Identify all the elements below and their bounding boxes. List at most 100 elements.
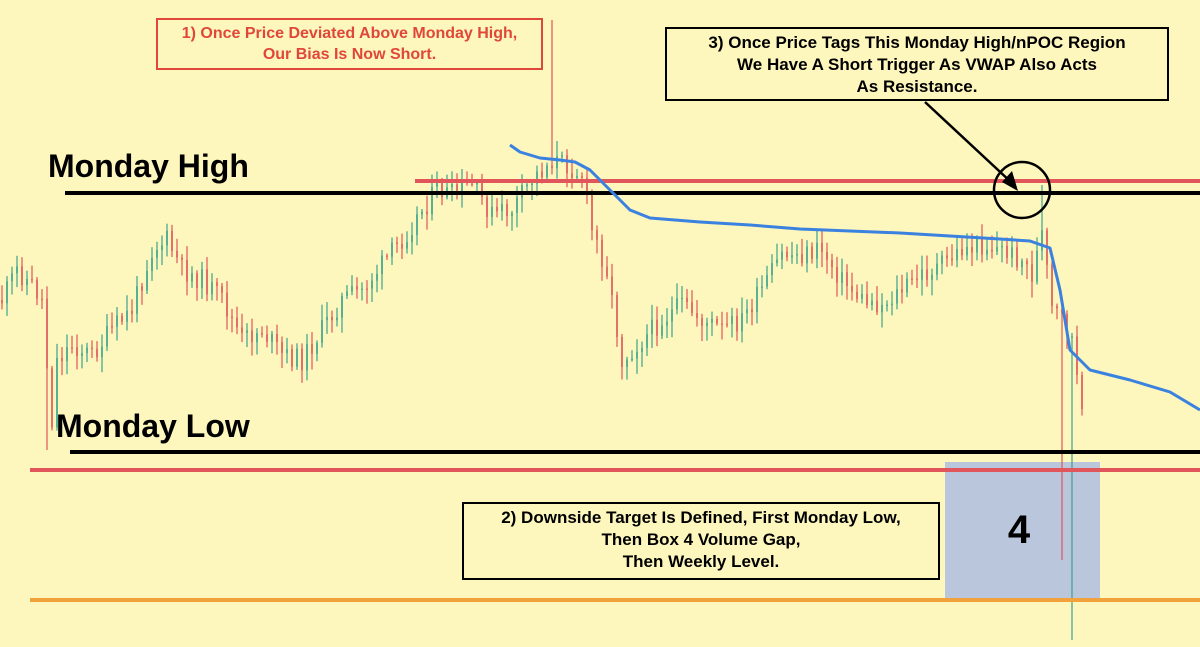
candle-body [411,235,413,243]
candle-body [911,278,913,281]
candle-body [136,286,138,314]
candle-body [786,251,788,258]
candle-body [451,184,453,188]
candle-body [686,297,688,303]
annotation-2-downside-target: 2) Downside Target Is Defined, First Mon… [462,502,940,580]
candle-body [1031,264,1033,282]
candle-body [31,278,33,281]
candle-body [556,156,558,169]
candle-body [596,230,598,240]
candle-body [331,316,333,321]
candle-body [226,292,228,317]
candle-body [46,298,48,369]
candle-body [241,327,243,333]
candle-body [751,309,753,313]
candle-body [271,333,273,342]
candle-body [471,183,473,186]
candle-body [851,285,853,292]
annotation-3-short-trigger: 3) Once Price Tags This Monday High/nPOC… [665,27,1169,101]
candle-body [416,214,418,236]
candle-body [796,254,798,256]
candle-body [626,359,628,367]
candle-body [96,348,98,358]
candle-body [476,181,478,185]
candle-body [486,196,488,217]
candle-body [931,274,933,280]
candle-body [196,273,198,289]
vwap-layer [509,143,1200,412]
candle-body [1006,245,1008,258]
candle-body [391,242,393,257]
candle-body [401,244,403,249]
vwap-line [509,143,1200,412]
candle-body [866,293,868,306]
callout-arrow-line [924,101,1013,184]
candle-body [11,273,13,282]
candle-body [361,288,363,291]
candle-body [636,351,638,359]
candle-body [461,181,463,193]
candle-body [621,336,623,367]
candle-body [541,171,543,178]
candle-body [291,349,293,367]
candle-body [306,344,308,371]
candle-body [421,211,423,215]
annotation-1-line-2: Our Bias Is Now Short. [262,45,437,63]
candle-body [111,326,113,328]
candle-body [831,259,833,268]
candle-body [216,282,218,286]
candle-body [336,317,338,321]
candle-body [896,289,898,304]
candle-body [131,310,133,314]
candle-body [106,326,108,347]
candle-body [846,272,848,286]
candle-body [146,270,148,291]
candle-body [186,259,188,282]
candle-body [946,255,948,259]
candle-body [496,206,498,212]
candle-body [901,289,903,293]
candle-body [61,357,63,362]
candle-body [91,347,93,350]
candle-body [321,320,323,343]
candle-body [231,316,233,319]
candle-body [991,249,993,252]
candle-body [346,291,348,296]
candle-body [961,249,963,256]
candle-body [616,295,618,337]
candle-body [731,316,733,324]
candle-body [586,177,588,194]
candle-body [761,286,763,289]
candle-body [951,258,953,261]
candle-body [356,286,358,290]
candle-body [641,347,643,352]
candle-body [511,212,513,217]
candle-body [811,246,813,259]
candle-body [1081,374,1083,410]
candle-body [676,298,678,310]
monday-high-label: Monday High [48,148,249,184]
candle-body [151,257,153,271]
candle-body [581,176,583,178]
candle-body [536,171,538,184]
candle-body [426,211,428,215]
candle-body [856,291,858,299]
candle-body [746,309,748,314]
candle-body [161,245,163,251]
candle-body [176,250,178,258]
candle-body [296,348,298,367]
candle-body [386,255,388,258]
candle-body [611,276,613,296]
candle-body [101,346,103,358]
candle-body [326,316,328,321]
arrow-layer [924,101,1052,220]
candle-body [406,242,408,249]
candle-body [546,165,548,178]
candle-body [881,304,883,313]
candle-body [661,325,663,336]
candle-body [526,184,528,187]
candle-body [726,323,728,326]
candle-body [701,317,703,326]
candle-body [501,203,503,212]
candle-body [771,263,773,276]
